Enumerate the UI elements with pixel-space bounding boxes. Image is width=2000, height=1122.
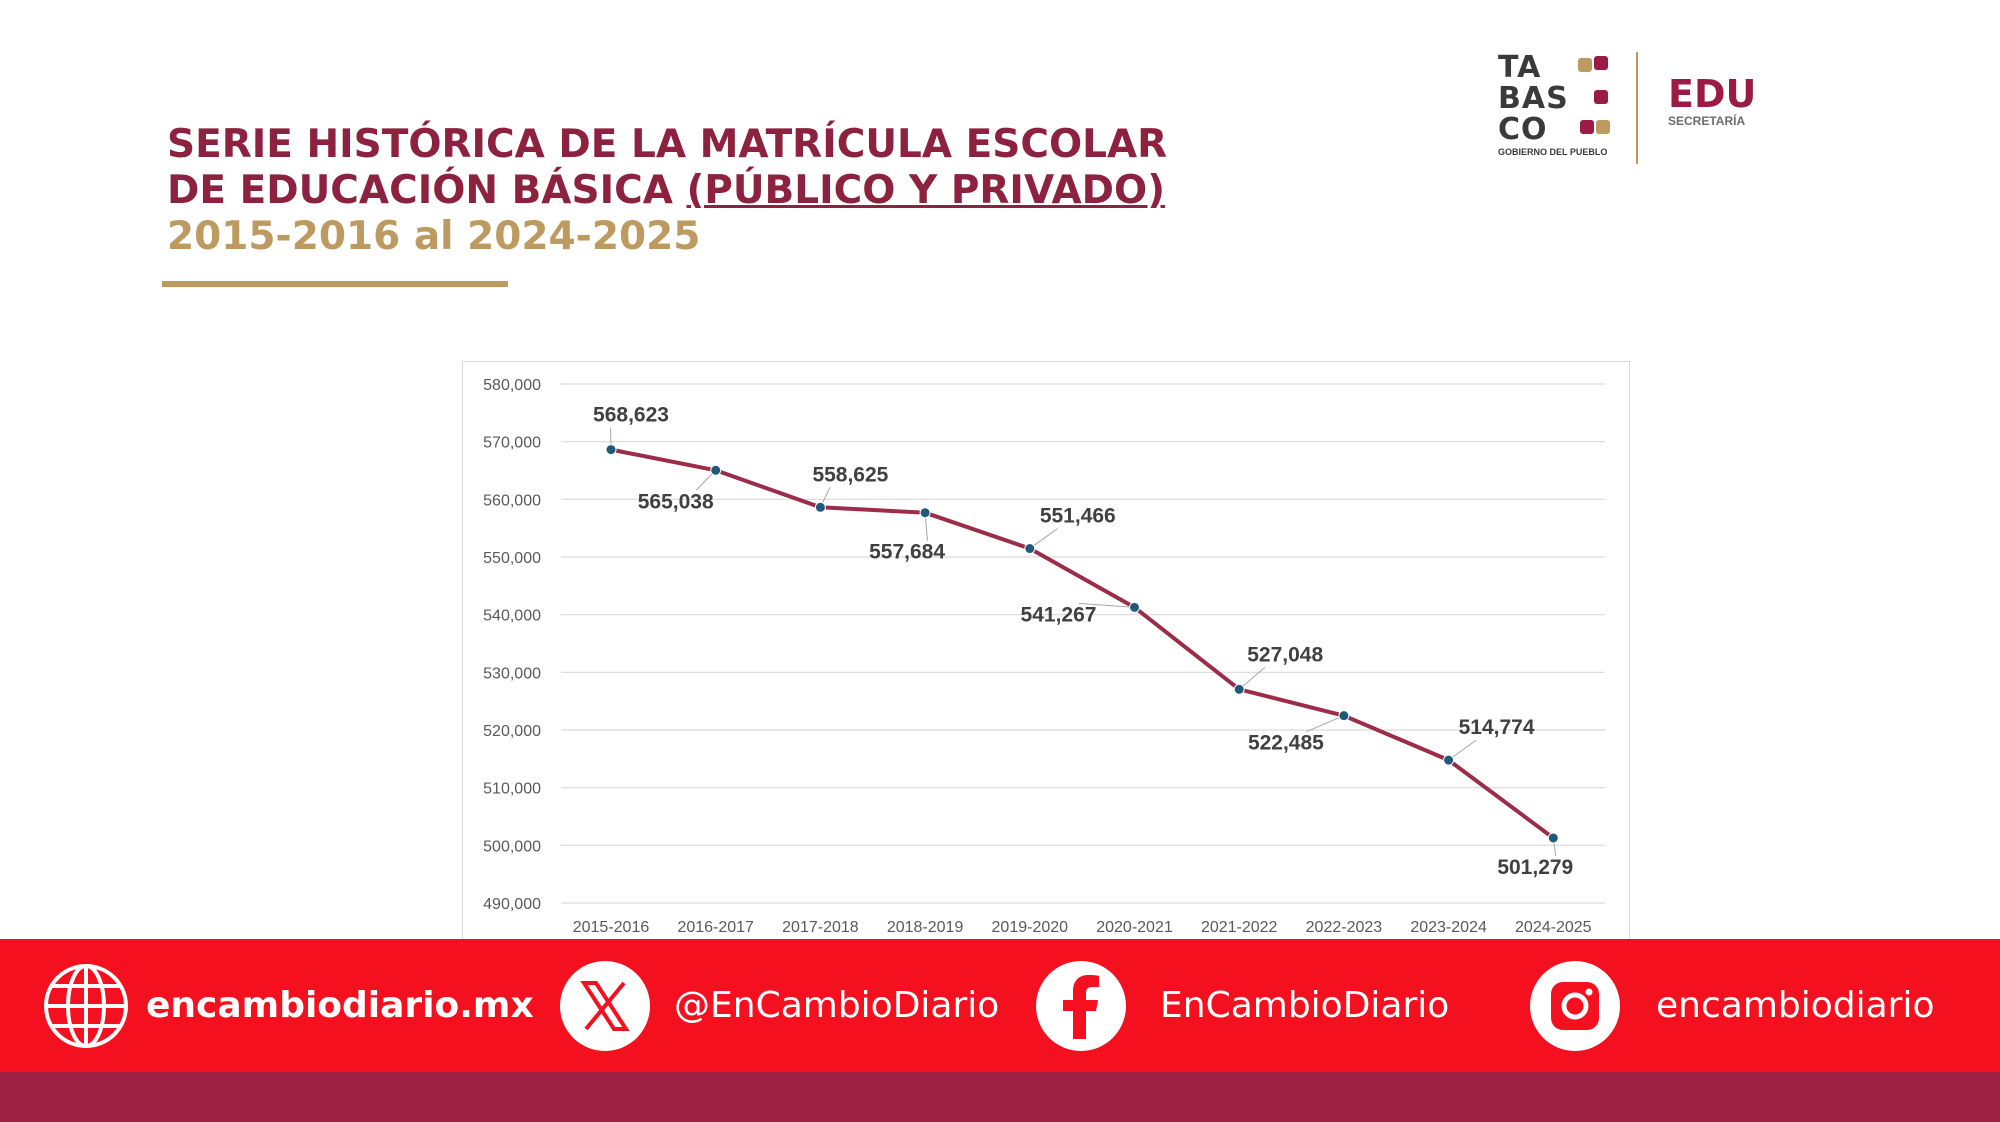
data-point: [1024, 543, 1036, 555]
page-title: SERIE HISTÓRICA DE LA MATRÍCULA ESCOLAR …: [167, 122, 1167, 260]
tabasco-logo-sub: GOBIERNO DEL PUEBLO: [1498, 147, 1608, 157]
line-chart: 490,000 500,000 510,000 520,000 530,000 540,0…: [483, 377, 1605, 936]
data-label: 501,279: [1497, 856, 1573, 879]
social-x[interactable]: @EnCambioDiario: [560, 939, 999, 1072]
x-tick-label: 2023-2024: [1410, 919, 1487, 936]
data-label: 551,466: [1040, 505, 1116, 528]
instagram-label: encambiodiario: [1656, 985, 1935, 1026]
data-label: 522,485: [1248, 732, 1324, 755]
bottom-band: [0, 1072, 2000, 1122]
y-tick-label: 520,000: [483, 723, 541, 740]
data-point: [1129, 601, 1140, 613]
tabasco-glyphs-icon: [1576, 54, 1612, 146]
x-tick-label: 2018-2019: [887, 919, 964, 936]
social-bar: encambiodiario.mx @EnCambioDiario EnCamb…: [0, 939, 2000, 1072]
facebook-icon: [1036, 960, 1126, 1051]
data-label: 514,774: [1459, 716, 1535, 739]
title-line-2: DE EDUCACIÓN BÁSICA (PÚBLICO Y PRIVADO): [167, 168, 1167, 214]
x-tick-label: 2020-2021: [1096, 919, 1173, 936]
y-tick-label: 570,000: [483, 435, 541, 452]
edu-logo-word: EDU: [1668, 72, 1757, 116]
x-tick-label: 2016-2017: [677, 919, 754, 936]
x-tick-label: 2019-2020: [992, 919, 1069, 936]
x-icon: [560, 960, 650, 1051]
edu-logo-sub: SECRETARÍA: [1668, 114, 1746, 128]
title-line-2-plain: DE EDUCACIÓN BÁSICA: [167, 168, 687, 213]
tabasco-logo: TA BAS CO GOBIERNO DEL PUEBLO: [1498, 52, 1620, 157]
data-label: 568,623: [593, 404, 669, 427]
data-label: 558,625: [812, 463, 888, 486]
x-handle-label: @EnCambioDiario: [674, 985, 1000, 1026]
globe-icon: [44, 963, 128, 1048]
data-label: 565,038: [638, 490, 714, 513]
instagram-icon: [1530, 960, 1620, 1051]
y-tick-label: 500,000: [483, 838, 541, 855]
data-point: [1338, 710, 1350, 722]
data-point: [1233, 683, 1245, 695]
series-line: [610, 447, 1555, 840]
x-tick-label: 2021-2022: [1201, 919, 1278, 936]
title-line-1: SERIE HISTÓRICA DE LA MATRÍCULA ESCOLAR: [167, 122, 1168, 167]
x-tick-label: 2015-2016: [573, 919, 650, 936]
data-label: 557,684: [869, 541, 945, 564]
tabasco-logo-word: TA BAS CO: [1498, 50, 1569, 147]
leader-line: [1029, 528, 1058, 549]
data-point: [605, 444, 617, 456]
data-point: [814, 501, 826, 513]
logo-divider: [1636, 52, 1638, 164]
government-logo: TA BAS CO GOBIERNO DEL PUEBLO EDU SECRET…: [1498, 52, 1918, 167]
data-label: 541,267: [1021, 603, 1097, 626]
logo-obscured-area: [1756, 74, 1916, 144]
title-underline-rule: [162, 281, 508, 287]
enrollment-chart: 490,000 500,000 510,000 520,000 530,000 540,0…: [462, 361, 1630, 942]
data-point: [710, 464, 722, 476]
y-tick-label: 560,000: [483, 492, 541, 509]
y-tick-label: 550,000: [483, 550, 541, 567]
social-instagram[interactable]: encambiodiario: [1530, 939, 1935, 1072]
education-secretariat-logo: EDU SECRETARÍA: [1668, 74, 1918, 128]
social-facebook[interactable]: EnCambioDiario: [1036, 939, 1449, 1072]
data-point: [1443, 754, 1455, 766]
website-label: encambiodiario.mx: [146, 985, 534, 1026]
y-tick-label: 510,000: [483, 781, 541, 798]
data-point: [1547, 832, 1559, 844]
x-tick-label: 2022-2023: [1306, 919, 1383, 936]
x-tick-label: 2024-2025: [1515, 919, 1592, 936]
y-tick-label: 530,000: [483, 665, 541, 682]
title-line-2-underlined: (PÚBLICO Y PRIVADO): [686, 168, 1166, 213]
y-tick-label: 580,000: [483, 377, 541, 394]
data-label: 527,048: [1247, 643, 1323, 666]
y-tick-label: 490,000: [483, 896, 541, 913]
social-website[interactable]: encambiodiario.mx: [42, 939, 534, 1072]
facebook-label: EnCambioDiario: [1160, 985, 1450, 1026]
leader-line: [1448, 739, 1477, 761]
leader-line: [1078, 602, 1135, 608]
title-years: 2015-2016 al 2024-2025: [167, 214, 701, 259]
leader-line: [1238, 666, 1266, 690]
data-point: [919, 507, 931, 519]
y-tick-label: 540,000: [483, 608, 541, 625]
x-tick-label: 2017-2018: [782, 919, 859, 936]
leader-line: [1306, 715, 1345, 733]
